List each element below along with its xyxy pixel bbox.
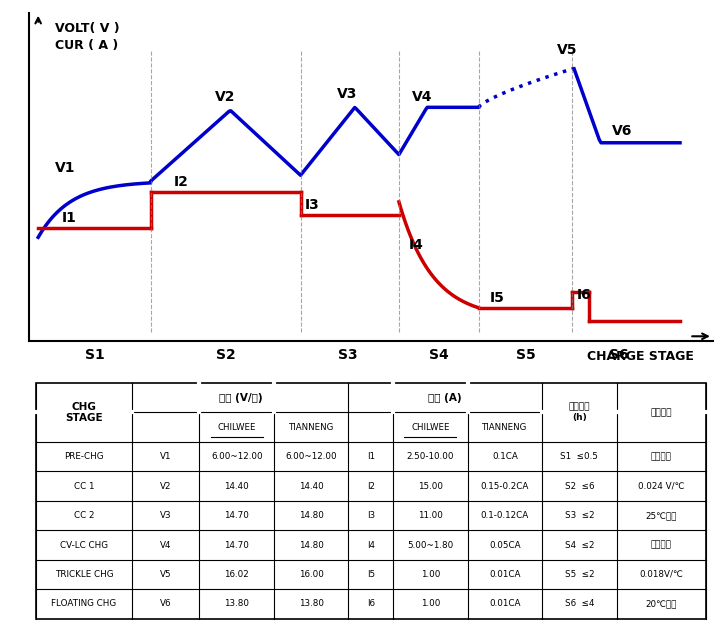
Text: V1: V1: [55, 161, 76, 175]
Text: V5: V5: [557, 43, 578, 57]
Text: 6.00~12.00: 6.00~12.00: [211, 452, 263, 461]
Text: TIANNENG: TIANNENG: [289, 422, 334, 432]
Text: PRE-CHG: PRE-CHG: [64, 452, 104, 461]
Text: 11.00: 11.00: [418, 511, 443, 520]
Text: 6.00~12.00: 6.00~12.00: [285, 452, 337, 461]
Text: 14.40: 14.40: [299, 482, 323, 491]
Text: 1.00: 1.00: [420, 570, 440, 579]
Text: S5  ≤2: S5 ≤2: [564, 570, 594, 579]
Text: 13.80: 13.80: [299, 599, 324, 608]
Text: V3: V3: [337, 88, 358, 102]
Text: 0.018V/℃: 0.018V/℃: [639, 570, 683, 579]
Text: CHG
STAGE: CHG STAGE: [66, 402, 103, 423]
Text: I1: I1: [366, 452, 375, 461]
Text: I2: I2: [366, 482, 375, 491]
Text: I2: I2: [174, 174, 189, 189]
Text: 14.80: 14.80: [299, 541, 324, 550]
Text: V3: V3: [160, 511, 172, 520]
Text: 15.00: 15.00: [418, 482, 443, 491]
Text: 1.00: 1.00: [420, 599, 440, 608]
Text: I4: I4: [408, 238, 423, 252]
Text: 0.1CA: 0.1CA: [492, 452, 518, 461]
Text: S4  ≤2: S4 ≤2: [564, 541, 594, 550]
Text: I1: I1: [62, 212, 76, 226]
Text: CC 1: CC 1: [74, 482, 94, 491]
Text: 2.50-10.00: 2.50-10.00: [407, 452, 454, 461]
Text: I4: I4: [366, 541, 375, 550]
Text: 0.15-0.2CA: 0.15-0.2CA: [481, 482, 529, 491]
Text: V4: V4: [161, 541, 172, 550]
Text: FLOATING CHG: FLOATING CHG: [52, 599, 117, 608]
Text: S1: S1: [84, 348, 104, 362]
Text: 25℃基准: 25℃基准: [646, 511, 677, 520]
Text: V6: V6: [611, 125, 632, 138]
Text: 14.70: 14.70: [225, 541, 249, 550]
Text: 天能电池: 天能电池: [651, 541, 672, 550]
Text: 0.1-0.12CA: 0.1-0.12CA: [481, 511, 529, 520]
Text: 0.01CA: 0.01CA: [489, 570, 521, 579]
Text: S6  ≤4: S6 ≤4: [564, 599, 594, 608]
Text: S2: S2: [216, 348, 235, 362]
Text: 充电时间
(h): 充电时间 (h): [569, 403, 590, 422]
Text: 14.70: 14.70: [225, 511, 249, 520]
Text: V2: V2: [215, 90, 236, 104]
Text: I3: I3: [366, 511, 375, 520]
Text: 14.40: 14.40: [225, 482, 249, 491]
Text: I5: I5: [490, 291, 505, 305]
Text: 超威电池: 超威电池: [651, 452, 672, 461]
Text: S5: S5: [516, 348, 535, 362]
Text: VOLT( V )
CUR ( A ): VOLT( V ) CUR ( A ): [55, 22, 120, 52]
Text: CHILWEE: CHILWEE: [411, 422, 449, 432]
Text: I6: I6: [366, 599, 375, 608]
Text: S4: S4: [429, 348, 449, 362]
Text: 16.00: 16.00: [299, 570, 324, 579]
Text: CV-LC CHG: CV-LC CHG: [60, 541, 108, 550]
Text: 5.00~1.80: 5.00~1.80: [408, 541, 454, 550]
Text: I5: I5: [366, 570, 375, 579]
Text: CC 2: CC 2: [74, 511, 94, 520]
Text: 13.80: 13.80: [224, 599, 249, 608]
Text: S3  ≤2: S3 ≤2: [564, 511, 594, 520]
Text: 电流 (A): 电流 (A): [428, 393, 462, 403]
Text: S1  ≤0.5: S1 ≤0.5: [560, 452, 598, 461]
Text: V6: V6: [161, 599, 172, 608]
Text: 0.05CA: 0.05CA: [489, 541, 521, 550]
Text: S6: S6: [609, 348, 629, 362]
Text: V4: V4: [412, 90, 433, 104]
Text: 温度补偿: 温度补偿: [651, 408, 672, 417]
Text: V1: V1: [161, 452, 172, 461]
Text: V5: V5: [160, 570, 172, 579]
Text: 14.80: 14.80: [299, 511, 324, 520]
Text: I3: I3: [305, 198, 320, 212]
Text: 20℃基准: 20℃基准: [646, 599, 677, 608]
Text: V2: V2: [161, 482, 172, 491]
Text: 0.01CA: 0.01CA: [489, 599, 521, 608]
Text: S2  ≤6: S2 ≤6: [564, 482, 594, 491]
Text: 16.02: 16.02: [225, 570, 249, 579]
Text: CHILWEE: CHILWEE: [217, 422, 256, 432]
Text: 0.024 V/℃: 0.024 V/℃: [638, 482, 685, 491]
Text: TRICKLE CHG: TRICKLE CHG: [55, 570, 113, 579]
Text: 电压 (V/组): 电压 (V/组): [219, 393, 262, 403]
Text: I6: I6: [577, 288, 592, 302]
Text: TIANNENG: TIANNENG: [482, 422, 528, 432]
Text: CHARGE STAGE: CHARGE STAGE: [588, 350, 694, 362]
Text: S3: S3: [338, 348, 357, 362]
